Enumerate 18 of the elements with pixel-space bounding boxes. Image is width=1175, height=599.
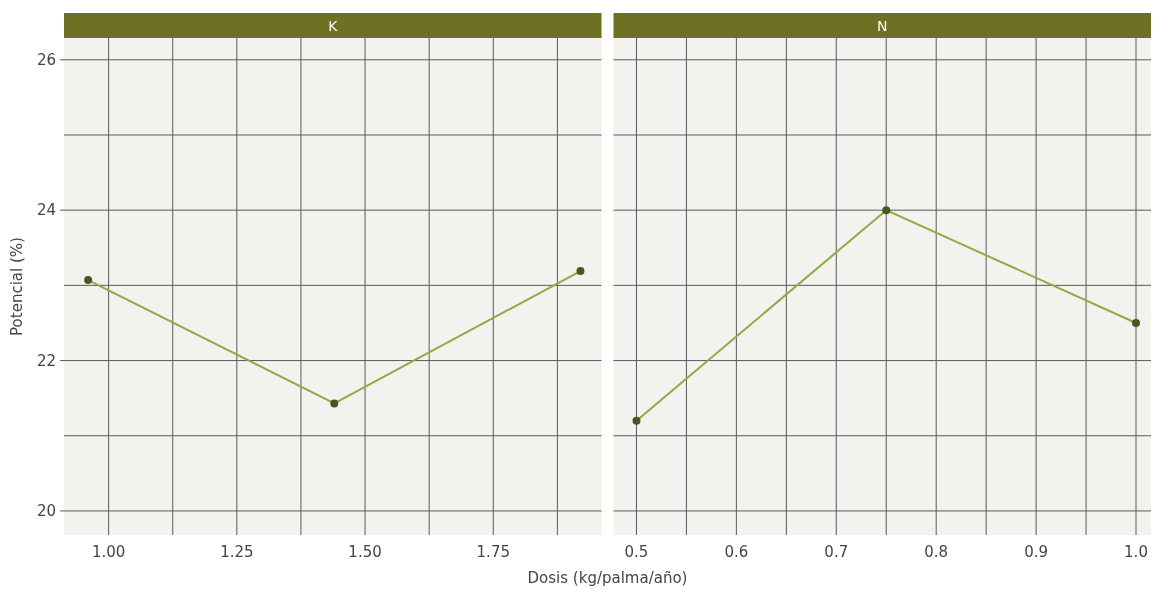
- x-tick-label: 1.75: [476, 543, 510, 561]
- x-tick-label: 0.9: [1024, 543, 1049, 561]
- x-tick-label: 1.25: [220, 543, 254, 561]
- x-tick-label: 1.0: [1124, 543, 1148, 561]
- chart-title: N: [877, 17, 888, 34]
- x-tick-label: 0.6: [724, 543, 749, 561]
- x-tick-label: 0.5: [624, 543, 649, 561]
- y-axis-title: Potencial (%): [8, 237, 26, 336]
- x-axis-title: Dosis (kg/palma/año): [527, 569, 688, 587]
- y-tick-label: 20: [36, 501, 56, 520]
- y-tick-label: 26: [36, 50, 56, 69]
- y-tick-label: 22: [36, 351, 56, 370]
- y-tick-label: 24: [36, 201, 56, 220]
- x-tick-label: 1.00: [91, 543, 126, 561]
- chart-title: K: [328, 17, 339, 34]
- x-tick-label: 0.7: [824, 543, 849, 561]
- x-tick-label: 0.8: [924, 543, 949, 561]
- x-tick-label: 1.50: [348, 543, 382, 561]
